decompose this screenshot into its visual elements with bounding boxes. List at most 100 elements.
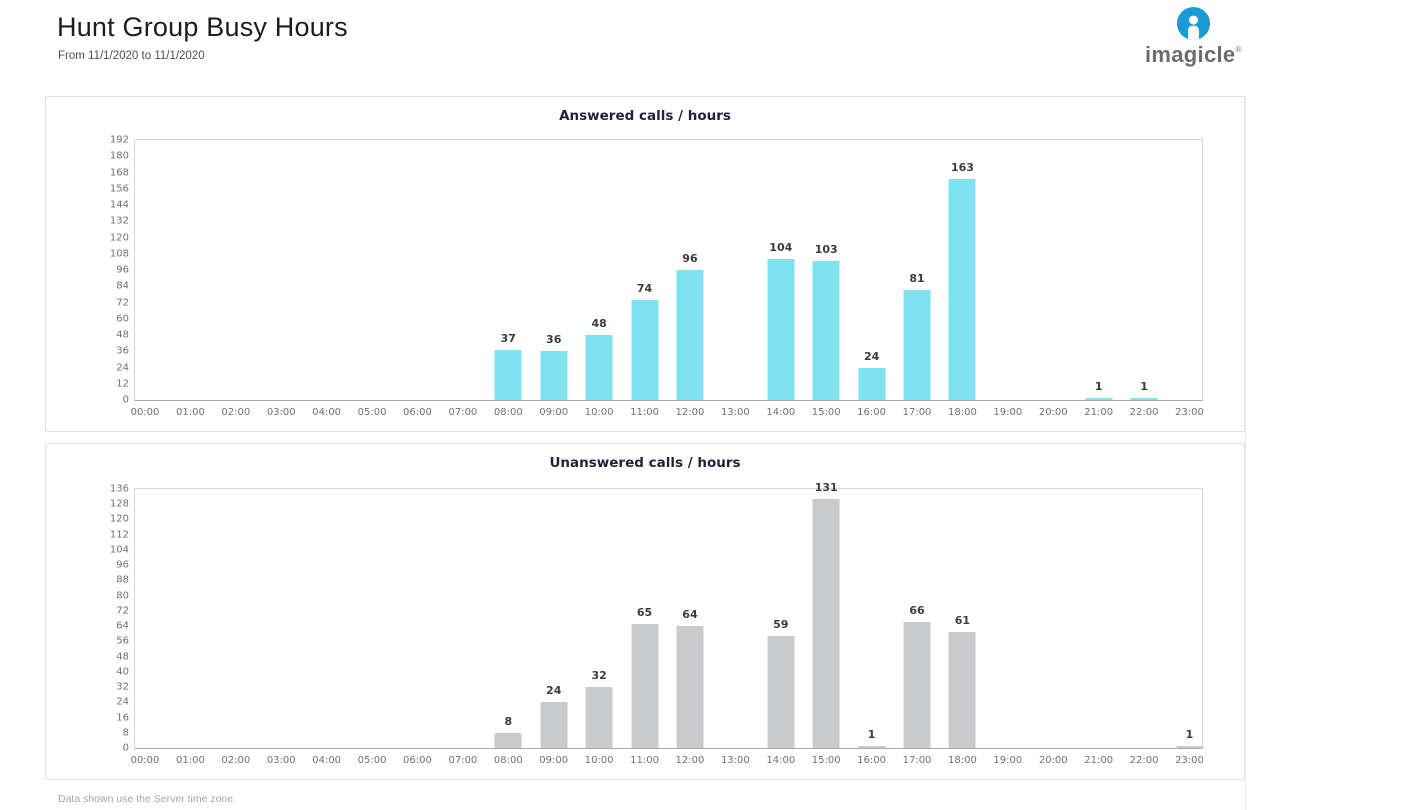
x-tick-label: 21:00 [1084, 755, 1114, 766]
x-tick-label: 19:00 [993, 755, 1023, 766]
answered-chart-title: Answered calls / hours [559, 108, 731, 124]
y-tick-label: 72 [116, 605, 129, 617]
x-tick-label: 19:00 [993, 407, 1023, 418]
bar-value-label: 131 [814, 480, 838, 494]
bar [631, 299, 659, 400]
x-tick-label: 09:00 [539, 755, 569, 766]
x-tick-label: 16:00 [857, 407, 887, 418]
bar-value-label: 1 [1094, 379, 1103, 393]
y-tick-label: 72 [116, 297, 129, 308]
bar [631, 624, 659, 748]
page-title: Hunt Group Busy Hours [57, 12, 348, 42]
x-tick-label: 18:00 [948, 407, 977, 418]
bar-value-label: 59 [773, 617, 789, 631]
x-tick-label: 06:00 [403, 755, 432, 766]
x-tick-label: 15:00 [811, 407, 841, 418]
answered-chart-panel: Answered calls / hours 0 12 24 36 48 60 72 84 96… [45, 96, 1245, 432]
y-tick-label: 24 [116, 696, 129, 708]
bar [540, 351, 568, 400]
y-tick-label: 88 [116, 574, 129, 586]
y-tick-label: 0 [122, 742, 129, 754]
x-tick-label: 23:00 [1175, 755, 1204, 766]
x-tick-label: 15:00 [811, 755, 841, 766]
bar [540, 702, 568, 748]
x-tick-label: 03:00 [266, 407, 296, 418]
x-tick-label: 04:00 [312, 755, 342, 766]
bar-value-label: 64 [682, 608, 698, 622]
bar [767, 259, 795, 400]
x-tick-label: 07:00 [448, 407, 478, 418]
bar [1130, 397, 1158, 400]
x-tick-label: 20:00 [1038, 755, 1068, 766]
y-tick-label: 136 [109, 483, 129, 495]
bar-value-label: 1 [1185, 727, 1194, 741]
x-tick-label: 22:00 [1129, 755, 1159, 766]
bar [948, 179, 976, 400]
x-tick-label: 02:00 [221, 755, 251, 766]
y-tick-label: 40 [116, 666, 129, 678]
y-tick-label: 84 [116, 280, 129, 292]
bar-value-label: 8 [504, 714, 513, 728]
unanswered-chart-title: Unanswered calls / hours [549, 455, 741, 471]
x-tick-label: 17:00 [902, 407, 932, 418]
x-tick-label: 10:00 [584, 755, 614, 766]
x-tick-label: 14:00 [766, 755, 796, 766]
x-tick-label: 23:00 [1175, 407, 1204, 418]
bar-value-label: 32 [591, 669, 607, 683]
bar-value-label: 48 [591, 317, 607, 330]
y-tick-label: 120 [109, 513, 129, 525]
y-tick-label: 48 [116, 651, 129, 663]
y-tick-label: 120 [109, 232, 129, 243]
y-tick-label: 36 [116, 345, 129, 357]
bar [1176, 745, 1203, 748]
date-range: From 11/1/2020 to 11/1/2020 [58, 50, 205, 62]
y-tick-label: 108 [109, 248, 129, 260]
bar [494, 732, 522, 748]
bar [858, 367, 886, 400]
bar-value-label: 37 [500, 331, 516, 345]
y-tick-label: 56 [116, 635, 129, 647]
bar-value-label: 163 [950, 161, 974, 175]
y-tick-label: 112 [109, 529, 129, 541]
y-tick-label: 96 [116, 559, 129, 571]
y-tick-label: 144 [109, 199, 129, 211]
x-tick-label: 01:00 [175, 755, 205, 766]
x-tick-label: 00:00 [130, 407, 160, 418]
x-tick-label: 07:00 [448, 755, 478, 766]
x-tick-label: 13:00 [720, 755, 750, 766]
x-tick-label: 14:00 [766, 407, 796, 418]
bar-value-label: 65 [636, 606, 653, 620]
x-tick-label: 05:00 [357, 407, 387, 418]
x-tick-label: 09:00 [539, 407, 569, 418]
bar [903, 622, 931, 748]
y-tick-label: 16 [116, 712, 129, 724]
bar [1085, 397, 1113, 400]
bar-value-label: 1 [867, 727, 876, 741]
y-tick-label: 12 [116, 378, 129, 390]
x-tick-label: 08:00 [493, 407, 523, 418]
x-tick-label: 10:00 [584, 407, 614, 418]
y-tick-label: 64 [116, 620, 129, 632]
imagicle-logo-icon [1176, 6, 1210, 41]
bar-value-label: 103 [814, 242, 838, 256]
y-tick-label: 192 [109, 134, 129, 146]
y-tick-label: 128 [109, 498, 129, 510]
bar-value-label: 61 [954, 613, 971, 627]
x-tick-label: 00:00 [130, 755, 160, 766]
imagicle-wordmark: imagicle® [1145, 42, 1241, 68]
imagicle-wordmark-text: imagicle [1145, 42, 1236, 67]
x-tick-label: 21:00 [1084, 407, 1114, 418]
timezone-footer-note: Data shown use the Server time zone. [58, 793, 237, 805]
x-tick-label: 12:00 [675, 755, 705, 766]
x-tick-label: 03:00 [266, 755, 296, 766]
bar [494, 349, 522, 400]
bar [676, 270, 704, 400]
y-tick-label: 180 [109, 150, 129, 162]
bar [676, 626, 704, 748]
y-tick-label: 0 [122, 394, 129, 406]
x-tick-label: 12:00 [675, 407, 705, 418]
answered-plot-area: 0 12 24 36 48 60 72 84 96 108 120 132 144 156 168 180 19… [110, 135, 1204, 419]
y-tick-label: 60 [116, 313, 129, 325]
unanswered-plot-area: 0 8 16 24 32 40 48 56 64 72 80 88 96 104 112 120 128 136 0… [110, 481, 1204, 766]
